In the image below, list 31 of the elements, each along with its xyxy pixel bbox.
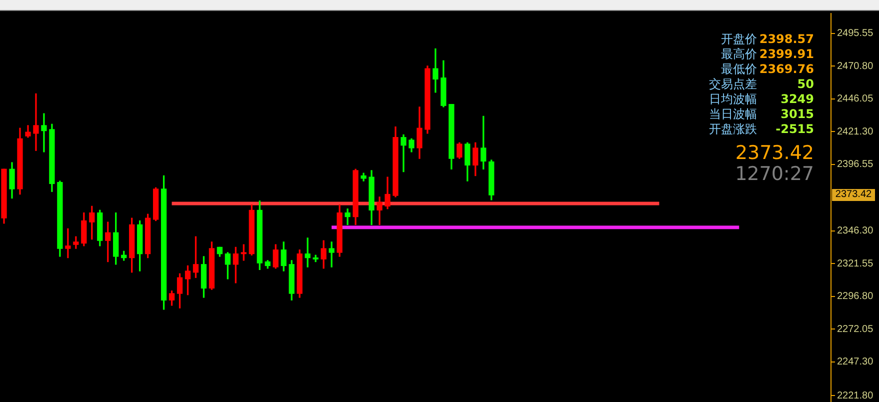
annotation: 最高价 bbox=[721, 47, 757, 61]
annotation: 3249 bbox=[780, 92, 814, 106]
annotation: 50 bbox=[797, 77, 814, 91]
annotation: 开盘涨跌 bbox=[709, 122, 757, 136]
y-tick-label: 2321.55 bbox=[837, 258, 874, 270]
annotation: 最低价 bbox=[721, 62, 757, 76]
annotation: 交易点差 bbox=[709, 77, 757, 91]
annotation: 2399.91 bbox=[759, 47, 814, 61]
annotation: -2515 bbox=[776, 122, 814, 136]
annotation: 日均波幅 bbox=[709, 92, 757, 106]
annotation: 开盘价 bbox=[721, 32, 757, 46]
y-tick-label: 2346.30 bbox=[837, 226, 874, 237]
annotation: 1270:27 bbox=[735, 162, 814, 184]
y-tick-label: 2421.30 bbox=[837, 126, 874, 138]
y-tick-label: 2272.05 bbox=[837, 324, 874, 335]
y-tick-label: 2296.80 bbox=[837, 291, 874, 302]
annotation: 3015 bbox=[780, 107, 814, 121]
y-tick-label: 2396.55 bbox=[837, 159, 874, 170]
y-tick-label: 2470.80 bbox=[837, 60, 874, 72]
annotation: 2398.57 bbox=[759, 32, 814, 46]
candlestick bbox=[33, 93, 39, 151]
y-tick-label: 2446.05 bbox=[837, 94, 874, 105]
annotation: 2369.76 bbox=[759, 62, 814, 76]
y-tick-label: 2247.30 bbox=[837, 356, 874, 368]
annotation: 2373.42 bbox=[735, 142, 814, 164]
candlestick bbox=[41, 113, 47, 152]
annotation: 当日波幅 bbox=[709, 107, 757, 121]
text: 2373.42 bbox=[832, 189, 875, 201]
y-tick-label: 2221.80 bbox=[837, 390, 874, 402]
candlestick bbox=[400, 134, 406, 172]
y-tick-label: 2495.55 bbox=[837, 28, 874, 40]
